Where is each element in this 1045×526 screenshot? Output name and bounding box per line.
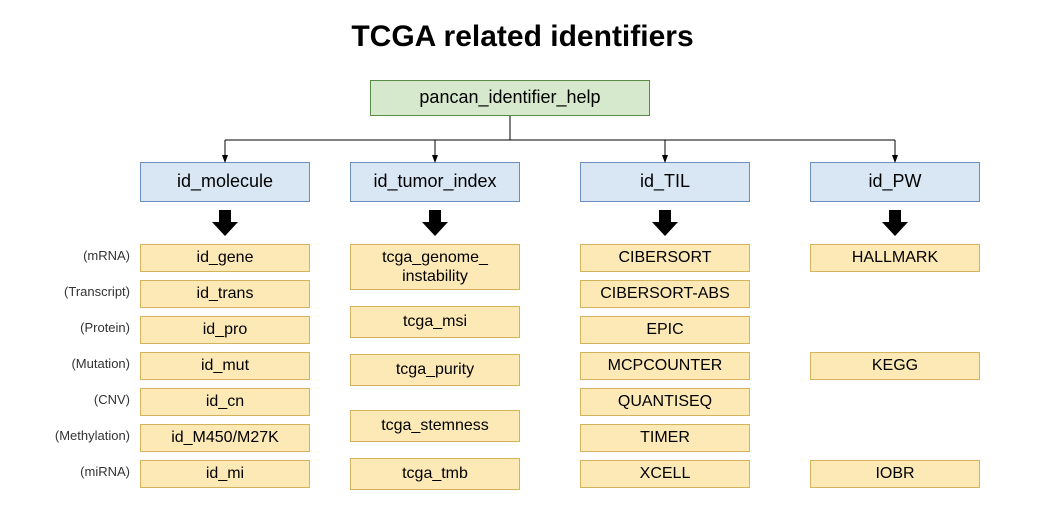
- leaf-node: tcga_msi: [350, 306, 520, 338]
- leaf-node: tcga_purity: [350, 354, 520, 386]
- leaf-node: KEGG: [810, 352, 980, 380]
- row-label: (Transcript): [40, 284, 130, 299]
- leaf-node: id_M450/M27K: [140, 424, 310, 452]
- leaf-node: MCPCOUNTER: [580, 352, 750, 380]
- leaf-node: id_cn: [140, 388, 310, 416]
- category-node: id_tumor_index: [350, 162, 520, 202]
- leaf-node: tcga_genome_ instability: [350, 244, 520, 290]
- row-label: (mRNA): [40, 248, 130, 263]
- category-node: id_molecule: [140, 162, 310, 202]
- leaf-node: TIMER: [580, 424, 750, 452]
- row-label: (CNV): [40, 392, 130, 407]
- down-arrow-icon: [650, 208, 680, 238]
- leaf-node: QUANTISEQ: [580, 388, 750, 416]
- leaf-node: id_mi: [140, 460, 310, 488]
- leaf-node: id_mut: [140, 352, 310, 380]
- leaf-node: XCELL: [580, 460, 750, 488]
- down-arrow-icon: [210, 208, 240, 238]
- leaf-node: IOBR: [810, 460, 980, 488]
- leaf-node: EPIC: [580, 316, 750, 344]
- leaf-node: id_trans: [140, 280, 310, 308]
- leaf-node: tcga_stemness: [350, 410, 520, 442]
- row-label: (Protein): [40, 320, 130, 335]
- down-arrow-icon: [420, 208, 450, 238]
- category-node: id_TIL: [580, 162, 750, 202]
- row-label: (miRNA): [40, 464, 130, 479]
- leaf-node: CIBERSORT: [580, 244, 750, 272]
- leaf-node: HALLMARK: [810, 244, 980, 272]
- leaf-node: tcga_tmb: [350, 458, 520, 490]
- leaf-node: id_gene: [140, 244, 310, 272]
- row-label: (Methylation): [40, 428, 130, 443]
- leaf-node: id_pro: [140, 316, 310, 344]
- leaf-node: CIBERSORT-ABS: [580, 280, 750, 308]
- root-node: pancan_identifier_help: [370, 80, 650, 116]
- diagram-title: TCGA related identifiers: [0, 20, 1045, 54]
- row-label: (Mutation): [40, 356, 130, 371]
- category-node: id_PW: [810, 162, 980, 202]
- down-arrow-icon: [880, 208, 910, 238]
